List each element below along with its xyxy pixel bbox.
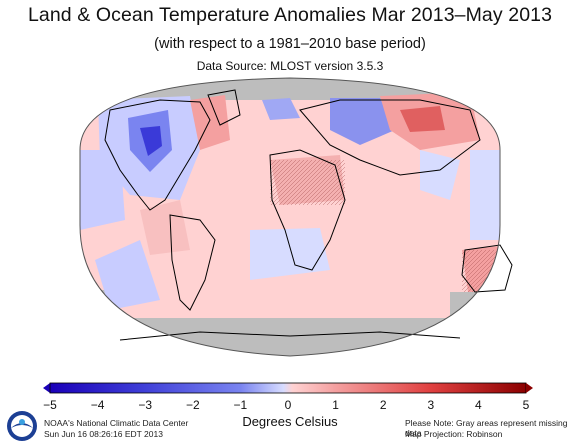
colorbar-arrow-left [43, 383, 50, 393]
south-atlantic-cool [250, 228, 330, 280]
cold-core-deep [140, 126, 162, 156]
southeast-pacific-cool [95, 240, 160, 310]
colorbar-tick-label: 2 [379, 398, 387, 412]
colorbar-tick-label: 0 [284, 398, 292, 412]
north-africa-hatching [270, 160, 345, 205]
colorbar-units: Degrees Celsius [242, 414, 338, 429]
eastern-pacific-cool [80, 150, 125, 230]
caribbean-warm [140, 200, 190, 255]
colorbar-tick-label: 5 [522, 398, 530, 412]
colorbar-tick-label: −5 [43, 398, 57, 412]
south-america-outline [169, 214, 216, 311]
colorbar-gradient [49, 382, 527, 394]
colorbar-tick-label: −1 [233, 398, 248, 412]
data-source: Data Source: MLOST version 3.5.3 [196, 59, 384, 73]
map-title: Land & Ocean Temperature Anomalies Mar 2… [27, 4, 553, 26]
globe-border [79, 77, 501, 357]
europe-cold-region [330, 98, 395, 145]
colorbar-tick-label: −3 [138, 398, 153, 412]
colorbar-tick-label: 4 [475, 398, 482, 412]
noaa-logo-icon [7, 411, 37, 441]
central-pacific-cool [470, 150, 500, 240]
siberia-warm-core [400, 106, 445, 132]
colorbar-arrow-right [526, 383, 533, 393]
note-missing-data: Please Note: Gray areas represent missin… [405, 418, 568, 438]
greenland-warm [190, 95, 230, 150]
colorbar-tick-label: 1 [332, 398, 339, 412]
continent-outlines [104, 89, 513, 341]
colorbar-tick-label: −4 [90, 398, 105, 412]
credit-line-1: NOAA's National Climatic Data Center [44, 418, 189, 428]
eurasia-outline [299, 99, 481, 176]
north-america-outline [104, 99, 211, 211]
colorbar-tick-label: −2 [185, 398, 200, 412]
credit-line-2: Sun Jun 16 08:26:16 EDT 2013 [44, 429, 163, 439]
map-subtitle: (with respect to a 1981–2010 base period… [154, 36, 426, 52]
greenland-outline [207, 89, 241, 126]
colorbar-tick-label: 3 [427, 398, 435, 412]
north-atlantic-cool [262, 98, 300, 120]
antarctica-outline [119, 331, 461, 341]
australia-outline [461, 244, 513, 293]
note-projection: Map Projection: Robinson [405, 429, 503, 439]
africa-outline [269, 149, 346, 271]
